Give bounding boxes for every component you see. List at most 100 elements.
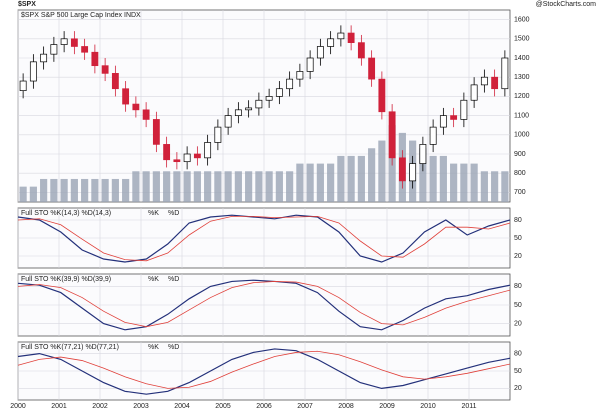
volume-bar — [347, 155, 355, 202]
candle-body — [439, 115, 447, 128]
candle-body — [81, 46, 89, 53]
y-tick-label: 1300 — [514, 74, 530, 81]
candle-body — [327, 38, 335, 47]
volume-bar — [40, 178, 48, 202]
candle-body — [183, 153, 191, 163]
candle-body — [296, 71, 304, 80]
candle-body — [347, 32, 355, 43]
candle-body — [357, 42, 365, 59]
volume-bar — [132, 171, 140, 202]
legend-entry: %K — [148, 276, 159, 283]
volume-bar — [480, 171, 488, 202]
volume-bar — [316, 163, 324, 202]
volume-bar — [429, 155, 437, 202]
candle-body — [214, 126, 222, 143]
volume-bar — [142, 171, 150, 202]
y-tick-label: 20 — [514, 253, 522, 260]
volume-bar — [81, 178, 89, 202]
candle-body — [286, 78, 294, 90]
volume-bar — [70, 178, 78, 202]
legend-entry: %D — [168, 344, 179, 351]
x-tick-label: 2004 — [174, 403, 190, 410]
indicator-line — [17, 214, 511, 263]
volume-bar — [173, 171, 181, 202]
candle-body — [429, 126, 437, 145]
y-tick-label: 80 — [514, 350, 522, 357]
volume-bar — [163, 171, 171, 202]
volume-bar — [50, 178, 58, 202]
legend-entry: %K — [148, 210, 159, 217]
candle-body — [132, 103, 140, 111]
panel-title: $SPX S&P 500 Large Cap Index INDX — [21, 12, 141, 19]
x-tick-label: 2008 — [338, 403, 354, 410]
candle-body — [193, 153, 201, 159]
candle-body — [388, 111, 396, 159]
indicator-line — [17, 279, 511, 331]
legend-entry: %D — [168, 276, 179, 283]
candle-body — [142, 109, 150, 120]
indicator-line — [17, 350, 511, 389]
y-tick-label: 1100 — [514, 112, 529, 119]
x-tick-label: 2000 — [10, 403, 26, 410]
y-tick-label: 50 — [514, 368, 522, 375]
candle-body — [245, 107, 253, 111]
candle-body — [470, 84, 478, 101]
y-tick-label: 700 — [514, 189, 526, 196]
x-tick-label: 2003 — [133, 403, 149, 410]
candle-body — [40, 53, 48, 63]
y-tick-label: 80 — [514, 283, 522, 290]
volume-bar — [357, 155, 365, 202]
x-tick-label: 2011 — [461, 403, 476, 410]
candle-body — [60, 38, 68, 45]
candle-body — [450, 115, 458, 120]
volume-bar — [275, 171, 283, 202]
candle-body — [19, 80, 27, 91]
volume-bar — [122, 178, 130, 202]
volume-bar — [501, 171, 509, 202]
candle-body — [409, 163, 417, 182]
candle-body — [316, 46, 324, 59]
volume-bar — [296, 163, 304, 202]
volume-bar — [224, 171, 232, 202]
volume-bar — [245, 171, 253, 202]
candle-body — [50, 44, 58, 55]
candle-body — [265, 96, 273, 101]
y-tick-label: 900 — [514, 151, 526, 158]
volume-bar — [286, 171, 294, 202]
volume-bar — [491, 171, 499, 202]
volume-bar — [111, 178, 119, 202]
candle-body — [255, 99, 263, 109]
panel-title: Full STO %K(14,3) %D(14,3) — [21, 210, 111, 217]
volume-bar — [204, 171, 212, 202]
y-tick-label: 20 — [514, 320, 522, 327]
y-tick-label: 80 — [514, 217, 522, 224]
candle-body — [173, 159, 181, 163]
volume-bar — [255, 171, 263, 202]
volume-bar — [214, 171, 222, 202]
candle-body — [152, 119, 160, 145]
candle-body — [501, 57, 509, 90]
symbol: $SPX — [18, 1, 36, 8]
volume-bar — [439, 155, 447, 202]
volume-bar — [460, 163, 468, 202]
candle-body — [419, 144, 427, 164]
volume-bar — [101, 178, 109, 202]
volume-bar — [419, 148, 427, 202]
volume-bar — [152, 171, 160, 202]
volume-bar — [470, 163, 478, 202]
candle-body — [480, 76, 488, 86]
legend-entry: %D — [168, 210, 179, 217]
x-tick-label: 2002 — [92, 403, 108, 410]
x-tick-label: 2001 — [51, 403, 67, 410]
y-tick-label: 20 — [514, 385, 522, 392]
y-tick-label: 800 — [514, 170, 526, 177]
candle-body — [122, 88, 130, 105]
volume-bar — [450, 163, 458, 202]
y-tick-label: 1600 — [514, 16, 530, 23]
candle-body — [275, 88, 283, 97]
y-tick-label: 1200 — [514, 93, 530, 100]
volume-bar — [337, 155, 345, 202]
y-tick-label: 1000 — [514, 132, 530, 139]
volume-bar — [183, 171, 191, 202]
